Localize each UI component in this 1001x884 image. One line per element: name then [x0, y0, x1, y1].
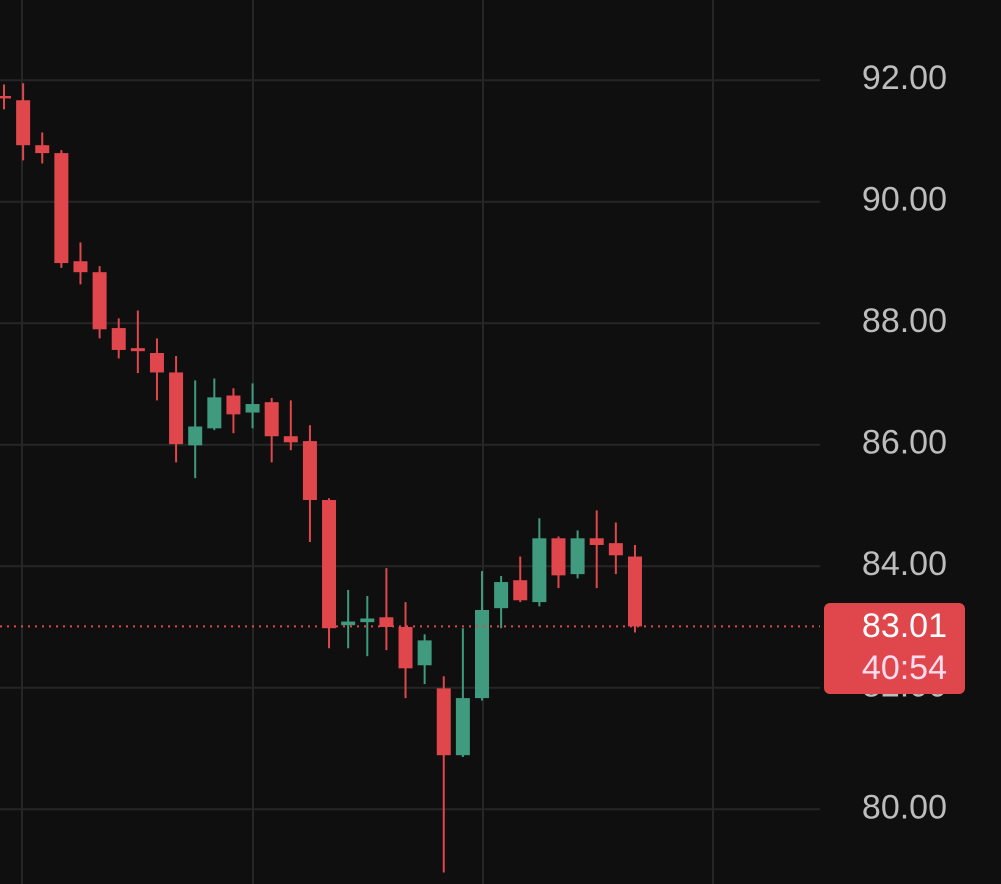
y-tick-label: 80.00 [862, 788, 947, 826]
candle-body [379, 617, 394, 628]
y-tick-label: 90.00 [862, 181, 947, 219]
y-tick-label: 86.00 [862, 424, 947, 462]
time-grid [21, 0, 714, 884]
candle-body [111, 328, 126, 350]
candle-body [532, 538, 547, 603]
candle-body [264, 402, 279, 437]
candle-body [35, 145, 50, 154]
candle-body [73, 261, 88, 273]
countdown-label: 40:54 [862, 649, 947, 687]
candle-body [513, 580, 528, 601]
candle-body [207, 397, 222, 429]
candle-body [341, 621, 356, 626]
candle-body [226, 395, 241, 415]
candle-body [188, 426, 203, 446]
y-tick-label: 88.00 [862, 302, 947, 340]
candle-body [169, 372, 184, 445]
candle-body [551, 538, 566, 576]
candle-body [417, 640, 432, 666]
candle-body [149, 352, 164, 373]
candle-body [398, 627, 413, 669]
candle-body [92, 272, 107, 330]
candle-body [570, 538, 585, 575]
candle-body [608, 543, 623, 556]
candle-body [494, 582, 509, 609]
candle-body [130, 348, 145, 352]
candle-body [360, 618, 375, 623]
candle-body [54, 153, 69, 264]
price-label-box [824, 603, 965, 694]
last-price-label: 83.01 [862, 607, 947, 645]
candle-body [16, 100, 31, 146]
candle-body [302, 441, 317, 501]
y-tick-label: 84.00 [862, 545, 947, 583]
candle-body [245, 404, 260, 413]
candle-body [627, 556, 642, 627]
candle-body [0, 95, 11, 99]
candle-body [436, 688, 451, 756]
candle-body [283, 436, 298, 443]
candle-body [589, 538, 604, 545]
candle-body [455, 698, 470, 756]
candle-body [475, 609, 489, 699]
candle-body [322, 500, 337, 629]
y-tick-label: 92.00 [862, 59, 947, 97]
